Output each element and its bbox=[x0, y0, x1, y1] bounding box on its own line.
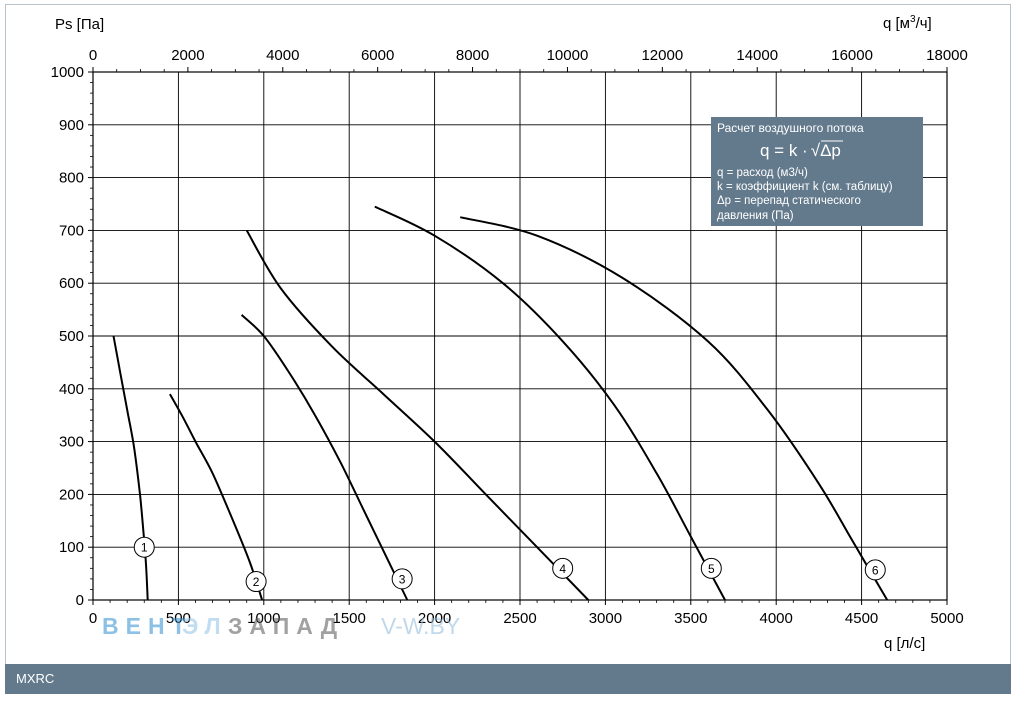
y-tick-label: 500 bbox=[59, 328, 84, 345]
info-box-line-1: q = расход (м3/ч) bbox=[717, 167, 808, 179]
curve-label-5: 5 bbox=[708, 562, 715, 576]
x2-tick-label: 4000 bbox=[266, 47, 299, 64]
x-tick-label: 500 bbox=[166, 610, 191, 627]
curve-label-circle-6 bbox=[864, 559, 886, 581]
curve-label-circle-1 bbox=[133, 536, 155, 558]
info-box: Расчет воздушного потока q = k · √Δp q = … bbox=[711, 117, 923, 226]
model-label: MXRC bbox=[16, 671, 55, 686]
curve-6 bbox=[459, 216, 889, 601]
curve-2 bbox=[169, 393, 264, 601]
y-tick-label: 200 bbox=[59, 486, 84, 503]
watermark-part-4: V-W.BY bbox=[381, 613, 460, 639]
curves: 1 2 3 4 5 6 bbox=[112, 205, 889, 601]
curve-label-6: 6 bbox=[872, 563, 879, 577]
x2-tick-label: 2000 bbox=[171, 47, 204, 64]
y-tick-label: 900 bbox=[59, 117, 84, 134]
curve-label-circle-5 bbox=[700, 557, 722, 579]
y-tick-label: 300 bbox=[59, 434, 84, 451]
y-axis-title: Ps [Па] bbox=[55, 16, 104, 33]
curve-label-circle-3 bbox=[391, 568, 413, 590]
x2-tick-label: 6000 bbox=[361, 47, 394, 64]
x2-tick-label: 12000 bbox=[641, 47, 683, 64]
x-tick-label: 2000 bbox=[418, 610, 451, 627]
y-tick-label: 0 bbox=[76, 592, 84, 609]
x-tick-label: 4500 bbox=[845, 610, 878, 627]
x2-tick-label: 16000 bbox=[831, 47, 873, 64]
x-tick-label: 1500 bbox=[333, 610, 366, 627]
y-tick-label: 400 bbox=[59, 381, 84, 398]
x2-tick-label: 8000 bbox=[456, 47, 489, 64]
x-tick-label: 4000 bbox=[760, 610, 793, 627]
x-tick-label: 0 bbox=[89, 610, 97, 627]
x2-tick-label: 14000 bbox=[736, 47, 778, 64]
y-tick-label: 700 bbox=[59, 222, 84, 239]
x2-tick-label: 0 bbox=[89, 47, 97, 64]
info-box-line-4: давления (Па) bbox=[717, 210, 794, 222]
x2-tick-label: 10000 bbox=[547, 47, 589, 64]
y-tick-label: 100 bbox=[59, 539, 84, 556]
info-box-background bbox=[711, 117, 923, 226]
curve-label-1: 1 bbox=[141, 541, 148, 555]
curve-label-circle-4 bbox=[552, 557, 574, 579]
footer-bar: MXRC bbox=[5, 664, 1011, 694]
curve-5 bbox=[374, 205, 726, 601]
x-axis-title: q [л/с] bbox=[884, 635, 925, 652]
curve-label-4: 4 bbox=[559, 562, 566, 576]
x2-tick-label: 18000 bbox=[926, 47, 968, 64]
x-tick-label: 3000 bbox=[589, 610, 622, 627]
watermark: ВЕНТ ЭЛ ЗАПАД V-W.BY bbox=[102, 613, 460, 639]
watermark-part-2: ЭЛ bbox=[182, 613, 228, 639]
info-box-formula: q = k · √Δp bbox=[760, 141, 841, 160]
curve-label-circle-2 bbox=[245, 571, 267, 593]
info-box-line-3: Δp = перепад статического bbox=[717, 195, 861, 207]
curve-4 bbox=[245, 229, 590, 601]
y-tick-label: 1000 bbox=[51, 64, 84, 81]
curve-label-2: 2 bbox=[253, 575, 260, 589]
x-tick-label: 1000 bbox=[247, 610, 280, 627]
x-tick-label: 2500 bbox=[503, 610, 536, 627]
info-box-title: Расчет воздушного потока bbox=[717, 121, 864, 135]
curve-label-3: 3 bbox=[399, 572, 406, 586]
watermark-part-3: ЗАПАД bbox=[228, 613, 344, 639]
info-box-line-2: k = коэффициент k (см. таблицу) bbox=[717, 181, 893, 193]
watermark-part-1: ВЕНТ bbox=[102, 613, 193, 639]
x2-axis-title: q [м3/ч] bbox=[883, 14, 932, 32]
x-tick-label: 3500 bbox=[674, 610, 707, 627]
x-tick-label: 5000 bbox=[930, 610, 963, 627]
curve-1 bbox=[112, 335, 149, 601]
y-tick-label: 600 bbox=[59, 275, 84, 292]
y-tick-label: 800 bbox=[59, 170, 84, 187]
curve-3 bbox=[240, 314, 409, 601]
